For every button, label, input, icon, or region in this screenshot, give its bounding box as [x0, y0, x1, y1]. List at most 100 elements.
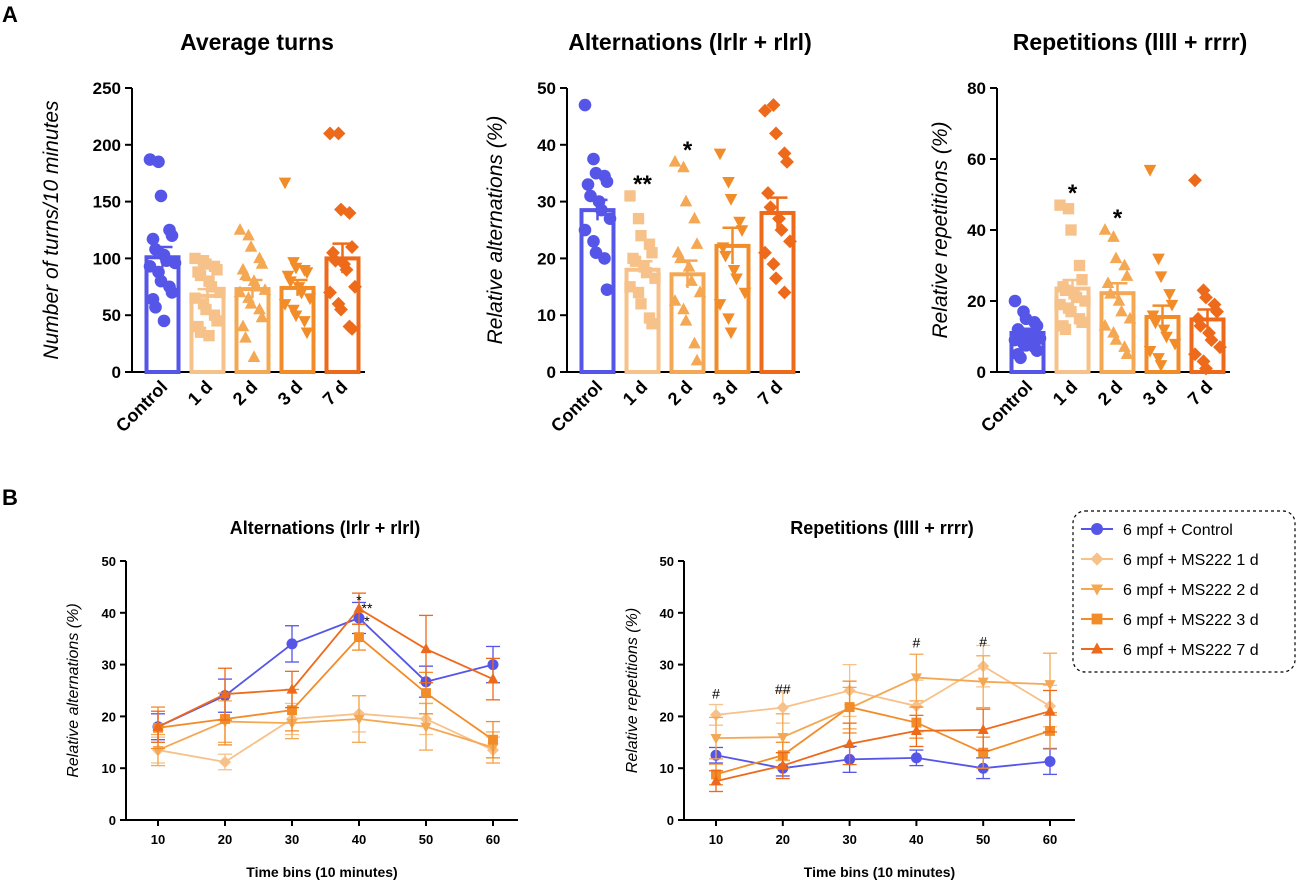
data-point: [600, 283, 614, 296]
data-point: [844, 702, 855, 713]
data-point: [978, 747, 989, 758]
data-point: [635, 230, 647, 242]
data-point: [977, 723, 989, 734]
data-point: [1199, 290, 1213, 305]
panel-label-b: B: [2, 485, 18, 510]
x-tick-label: 10: [151, 832, 165, 847]
legend-marker: [1091, 523, 1103, 535]
data-point: [1030, 319, 1044, 333]
data-point: [738, 287, 752, 300]
data-point: [769, 126, 783, 141]
data-point: [910, 699, 923, 713]
data-point: [353, 602, 365, 613]
y-tick-label: 0: [667, 813, 674, 828]
data-point: [1044, 705, 1056, 716]
data-point: [727, 265, 741, 277]
data-point: [194, 269, 207, 282]
data-point: [595, 203, 608, 217]
data-point: [1188, 347, 1202, 362]
category-label: Control: [977, 377, 1036, 436]
data-point: [1104, 286, 1117, 299]
category-label: 2 d: [664, 377, 697, 410]
series-line: [157, 616, 494, 728]
data-point: [1120, 347, 1134, 359]
data-point: [578, 223, 592, 237]
x-tick-label: 50: [976, 832, 990, 847]
data-point: [219, 688, 231, 699]
data-point: [910, 724, 922, 736]
data-point: [488, 734, 498, 745]
data-point: [189, 292, 201, 304]
series-7d: [709, 689, 1057, 793]
data-point: [690, 237, 704, 249]
significance-marker: **: [633, 171, 652, 198]
legend-entry: 6 mpf + MS222 7 d: [1123, 642, 1259, 659]
significance-marker: ##: [775, 681, 791, 697]
significance-marker: *: [364, 613, 370, 629]
data-point: [208, 309, 221, 321]
data-point: [1062, 203, 1075, 215]
data-point: [203, 275, 215, 287]
y-tick-label: 50: [102, 306, 121, 325]
data-point: [910, 673, 922, 684]
x-tick-label: 50: [419, 832, 433, 847]
data-point: [200, 303, 212, 316]
data-point: [278, 299, 292, 311]
category-label: 2 d: [1094, 377, 1127, 410]
x-axis-label: Time bins (10 minutes): [246, 864, 397, 880]
data-point: [278, 177, 292, 190]
data-point: [303, 293, 317, 306]
x-tick-label: 40: [909, 832, 923, 847]
data-point: [165, 229, 179, 242]
data-point: [286, 638, 298, 650]
data-point: [421, 688, 431, 699]
data-point: [774, 223, 789, 237]
data-point: [218, 755, 232, 769]
data-point: [587, 152, 600, 166]
data-point: [287, 705, 297, 716]
data-point: [1059, 284, 1072, 297]
data-point: [679, 313, 693, 326]
data-point: [1107, 230, 1120, 242]
data-point: [298, 316, 311, 328]
data-point: [1168, 338, 1182, 351]
bar-chart-average-turns: Average turns 0 50 100 150 200 250 Number of tu…: [40, 29, 365, 436]
series-line: [715, 754, 1051, 770]
series-Control: [709, 745, 1057, 780]
data-point: [1152, 253, 1165, 266]
legend-entry: 6 mpf + MS222 1 d: [1123, 552, 1259, 569]
y-axis-label: Relative repetitions (%): [929, 121, 952, 338]
data-point: [761, 186, 775, 201]
data-point: [1109, 333, 1123, 345]
data-point: [1204, 333, 1219, 347]
y-axis-label: Relative alternations (%): [484, 116, 507, 345]
data-point: [203, 329, 215, 342]
data-point: [239, 330, 252, 343]
data-point: [643, 312, 656, 324]
data-point: [334, 302, 348, 317]
data-point: [713, 148, 727, 161]
y-tick-label: 20: [537, 249, 556, 268]
y-tick-label: 30: [537, 193, 556, 212]
y-tick-label: 20: [660, 709, 674, 724]
y-tick-label: 100: [93, 249, 121, 268]
data-point: [716, 242, 730, 254]
category-label: 1 d: [619, 377, 652, 410]
data-point: [632, 286, 645, 299]
data-point: [598, 252, 611, 265]
data-point: [192, 320, 204, 333]
data-point: [211, 315, 223, 327]
y-tick-label: 250: [93, 79, 121, 98]
data-point: [713, 299, 727, 311]
data-point: [777, 285, 792, 300]
x-tick-label: 20: [776, 832, 790, 847]
data-point: [1196, 283, 1211, 298]
data-point: [1073, 259, 1086, 272]
data-point: [688, 336, 701, 349]
data-point: [420, 722, 432, 733]
data-point: [323, 285, 337, 300]
data-point: [233, 285, 247, 298]
category-label: Control: [547, 377, 606, 436]
data-point: [724, 327, 738, 340]
